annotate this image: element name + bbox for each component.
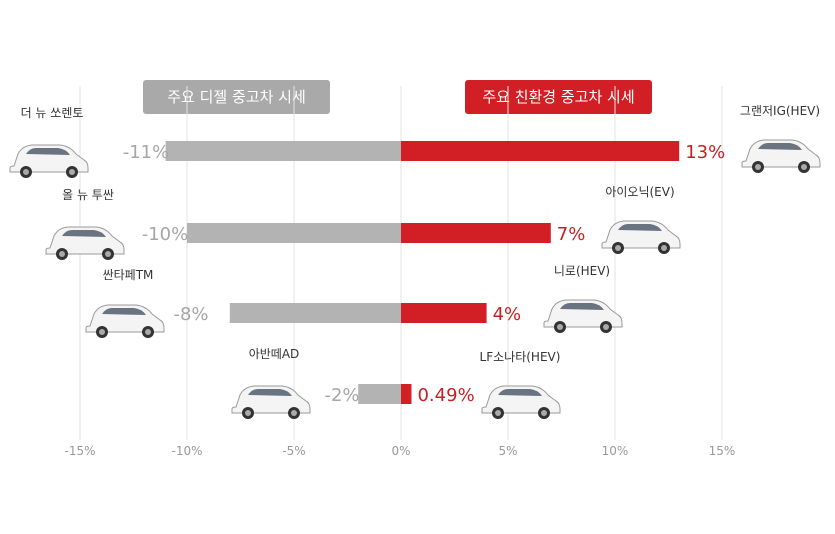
x-tick-label: -15% [64,444,95,458]
eco-car-image [741,139,821,173]
eco-car-name: LF소나타(HEV) [480,350,561,364]
diesel-value-label: -8% [173,304,208,325]
x-tick-label: 15% [709,444,736,458]
diesel-car-image [231,385,311,419]
eco-bar [401,303,487,323]
diesel-value-label: -10% [142,224,189,245]
diesel-bar [229,303,401,323]
eco-value-label: 13% [685,142,725,163]
x-tick-label: -5% [282,444,305,458]
eco-value-label: 7% [557,224,586,245]
eco-bar [401,141,680,161]
eco-bar [401,223,551,243]
eco-bar [401,384,412,404]
diesel-bar [358,384,401,404]
eco-car-image [601,220,681,254]
diesel-car-image [9,144,89,178]
eco-value-label: 4% [493,304,522,325]
eco-header: 주요 친환경 중고차 시세 [465,80,652,114]
x-tick-label: -10% [171,444,202,458]
eco-car-name: 그랜저IG(HEV) [740,104,820,118]
eco-car-name: 니로(HEV) [554,264,610,278]
diesel-header: 주요 디젤 중고차 시세 [143,80,330,114]
x-tick-label: 10% [602,444,629,458]
diesel-value-label: -2% [324,385,359,406]
diesel-car-name: 싼타페TM [103,268,154,282]
diesel-bar [165,141,401,161]
diesel-car-name: 더 뉴 쏘렌토 [21,106,84,120]
diesel-car-name: 아반떼AD [249,347,300,361]
eco-value-label: 0.49% [417,385,474,406]
diesel-value-label: -11% [123,142,170,163]
diesel-car-image [85,304,165,338]
x-tick-label: 5% [498,444,517,458]
eco-car-image [543,299,623,333]
x-tick-label: 0% [391,444,410,458]
eco-car-image [481,385,561,419]
diesel-bar [187,223,401,243]
eco-car-name: 아이오닉(EV) [605,185,674,199]
diesel-car-name: 올 뉴 투싼 [62,188,114,202]
diesel-car-image [45,226,125,260]
